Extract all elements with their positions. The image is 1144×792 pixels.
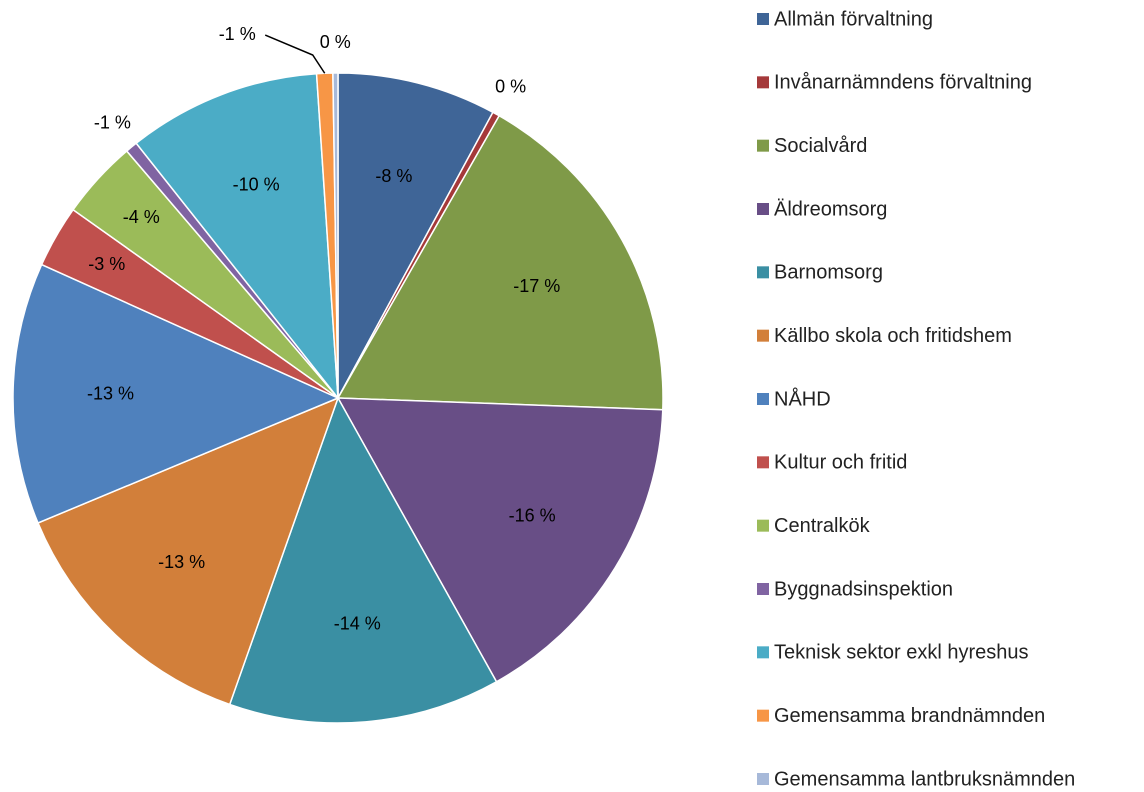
legend-swatch [757, 709, 769, 722]
data-label: -17 % [513, 276, 560, 296]
legend-text: Centralkök [774, 515, 871, 537]
legend-swatch [757, 329, 769, 342]
legend-text: Gemensamma lantbruksnämnden [774, 768, 1075, 790]
legend-swatch [757, 139, 769, 152]
legend-text: NÅHD [774, 387, 831, 410]
legend-swatch [757, 203, 769, 215]
legend-text: Byggnadsinspektion [774, 578, 953, 600]
data-label: -8 % [375, 166, 412, 186]
leader-line [264, 34, 326, 74]
legend-swatch [757, 393, 769, 405]
data-label: -1 % [94, 113, 131, 133]
legend-swatch [757, 583, 769, 595]
legend-swatch [757, 13, 769, 25]
legend-text: Invånarnämndens förvaltning [774, 72, 1032, 94]
legend-text: Gemensamma brandnämnden [774, 705, 1045, 727]
legend-text: Äldreomsorg [774, 198, 887, 220]
data-label: -13 % [158, 552, 205, 572]
data-label: -14 % [334, 613, 381, 633]
legend-text: Teknisk sektor exkl hyreshus [774, 642, 1029, 664]
legend-text: Kultur och fritid [774, 452, 907, 474]
pie-slice [332, 72, 339, 399]
legend-text: Allmän förvaltning [774, 8, 933, 30]
pie-slice [12, 263, 340, 524]
data-label: -10 % [233, 174, 280, 194]
legend-swatch [757, 519, 769, 532]
pie-slice [337, 72, 494, 399]
data-label: -4 % [123, 207, 160, 227]
legend-swatch [757, 76, 769, 89]
legend-swatch [757, 456, 769, 469]
pie-slice [228, 396, 498, 724]
pie-slice [135, 72, 339, 401]
data-label: -16 % [509, 505, 556, 525]
data-label: -13 % [87, 384, 134, 404]
legend-text: Socialvård [774, 135, 867, 157]
pie-slice [336, 397, 664, 683]
data-label: 0 % [320, 32, 351, 52]
data-label: -3 % [88, 254, 125, 274]
legend-swatch [757, 266, 769, 279]
legend-swatch [757, 646, 769, 659]
legend-text: Källbo skola och fritidshem [774, 325, 1012, 347]
pie-slice [336, 114, 664, 411]
data-label: 0 % [495, 77, 526, 97]
legend-text: Barnomsorg [774, 262, 883, 284]
pie-slice [37, 396, 340, 706]
legend-swatch [757, 773, 769, 785]
data-label: -1 % [219, 24, 256, 44]
